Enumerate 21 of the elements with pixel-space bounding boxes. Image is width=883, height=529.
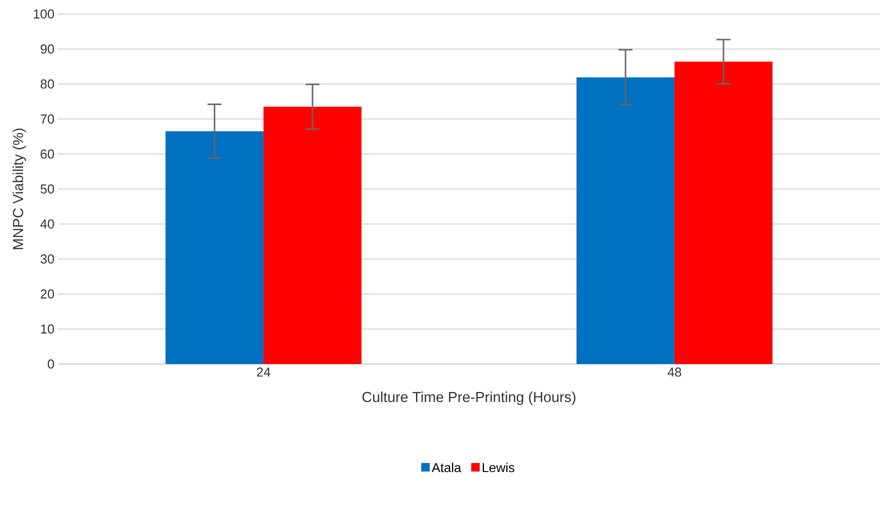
y-tick-label: 90 — [40, 44, 54, 54]
bar — [576, 77, 675, 364]
y-tick-label: 20 — [40, 289, 54, 299]
bar — [674, 62, 773, 364]
y-tick-label: 50 — [40, 184, 54, 194]
bar — [264, 106, 362, 364]
legend-label: Lewis — [482, 462, 514, 472]
legend-label: Atala — [432, 462, 462, 472]
y-tick-label: 70 — [40, 114, 54, 124]
x-axis-title: Culture Time Pre-Printing (Hours) — [362, 392, 576, 405]
bar — [166, 131, 264, 364]
y-tick-label: 10 — [41, 324, 54, 334]
y-tick-label: 30 — [40, 254, 54, 264]
y-tick-label: 40 — [40, 219, 54, 229]
x-tick-label: 48 — [668, 368, 682, 377]
y-tick-label: 100 — [34, 9, 54, 19]
y-tick-label: 60 — [40, 149, 54, 159]
y-tick-label: 0 — [48, 359, 54, 369]
y-tick-label: 80 — [40, 79, 54, 89]
x-tick-label: 24 — [256, 368, 270, 377]
y-axis-title: MNPC Viability (%) — [12, 128, 26, 250]
